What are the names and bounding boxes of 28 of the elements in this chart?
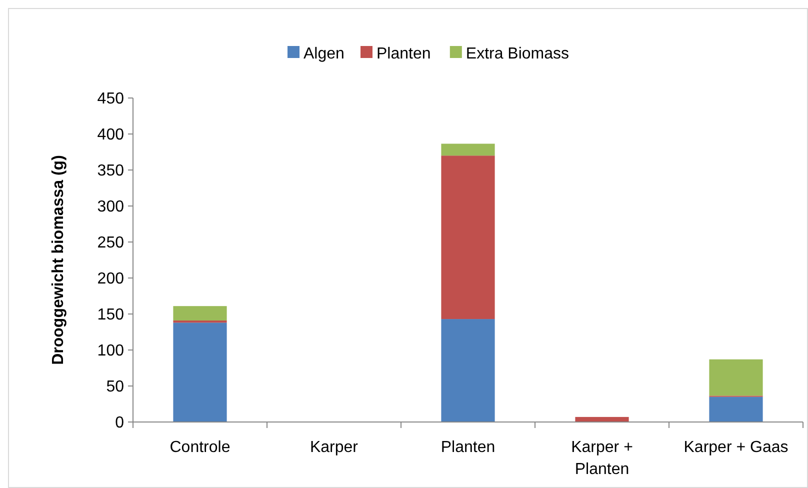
x-tick-label: Karper + Gaas: [684, 439, 788, 456]
x-tick-label: Karper: [310, 439, 359, 456]
y-tick-label: 300: [97, 198, 124, 216]
legend-label: Planten: [376, 46, 431, 63]
bar: [575, 416, 629, 422]
bar: [441, 156, 495, 320]
y-tick-label: 450: [97, 90, 124, 108]
bar: [441, 319, 495, 422]
y-tick-label: 100: [97, 342, 124, 360]
legend-label: Algen: [304, 46, 344, 63]
bar: [709, 359, 763, 396]
y-tick-label: 150: [97, 306, 124, 324]
bar: [173, 320, 227, 323]
x-tick-label: Controle: [170, 439, 230, 456]
bar: [441, 144, 495, 156]
x-tick-label: Planten: [440, 439, 496, 456]
y-tick-label: 50: [106, 378, 124, 396]
y-axis-title: Drooggewicht biomassa (g): [50, 155, 67, 365]
y-tick-label: 0: [115, 414, 124, 432]
bar: [173, 306, 227, 320]
x-tick-label: Karper + Planten: [571, 439, 633, 478]
y-tick-label: 350: [97, 162, 124, 180]
legend-label: Extra Biomass: [466, 46, 570, 63]
y-tick-label: 400: [97, 126, 124, 144]
y-tick-label: 250: [97, 234, 124, 252]
y-tick-label: 200: [97, 270, 124, 288]
bar: [173, 322, 227, 422]
bar: [709, 396, 763, 422]
